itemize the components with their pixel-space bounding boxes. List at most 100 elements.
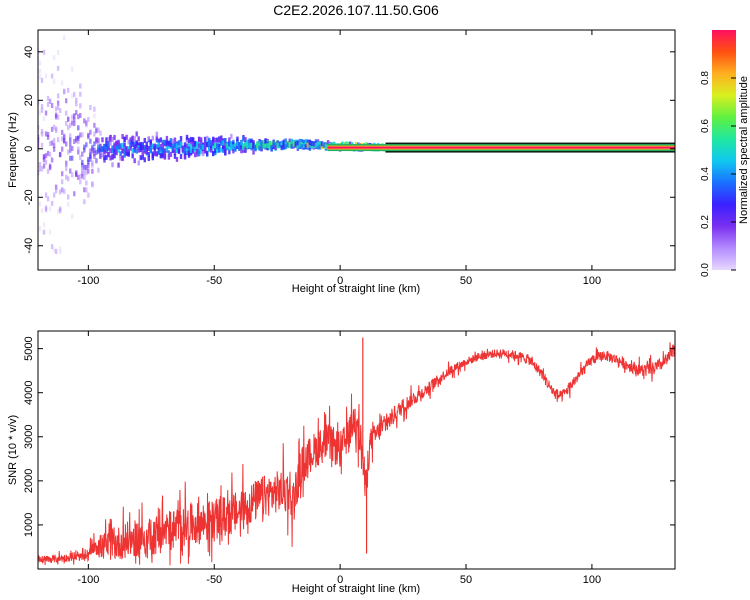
spectrogram-cell — [50, 73, 54, 79]
spectrogram-cell — [54, 126, 58, 132]
spectrogram-cell — [208, 143, 211, 149]
spectrogram-cell — [216, 137, 219, 143]
spectrogram-cell — [62, 134, 66, 140]
spectrogram-cell — [131, 147, 134, 153]
spectrogram-cell — [38, 48, 40, 54]
spectrogram-cell — [44, 207, 48, 213]
spectrogram-cell — [159, 137, 163, 143]
spectrogram-cell — [44, 159, 48, 165]
spectrogram-cell — [56, 114, 60, 120]
spectrogram-cell — [288, 138, 291, 144]
spectrogram-cell — [230, 133, 233, 139]
spectrogram-cell — [73, 117, 76, 123]
spectrogram-cell — [159, 153, 163, 159]
spectrogram-cell — [79, 173, 82, 179]
spectrogram-cell — [276, 142, 279, 148]
spectrogram-cell — [97, 127, 100, 133]
spectrogram-cell — [87, 134, 90, 140]
spectrogram-cell — [58, 108, 62, 114]
spectrogram-cell — [248, 143, 251, 149]
spectrogram-cell — [238, 142, 241, 148]
spectrogram-cell — [147, 145, 150, 151]
spectrogram-cell — [137, 147, 140, 153]
spectrogram-cell — [101, 146, 104, 152]
spectrogram-cell — [179, 136, 183, 142]
spectrogram-cell — [71, 114, 74, 120]
spectrogram-cell — [187, 151, 191, 157]
spectrogram-cell — [320, 141, 324, 147]
spectrogram-cell — [62, 188, 66, 194]
spectrogram-cell — [185, 137, 189, 143]
spectrogram-cell — [199, 146, 203, 152]
spectrogram-cell — [83, 118, 86, 124]
spectrogram-cell — [228, 149, 231, 155]
spectrogram-cell — [56, 100, 60, 106]
spectrogram-cell — [103, 149, 106, 155]
spectrogram-cell — [151, 143, 155, 149]
spectrogram-cell — [135, 148, 138, 154]
spectrogram-cell — [177, 140, 181, 146]
spectrogram-cell — [67, 149, 70, 155]
spectrogram-cell — [228, 141, 231, 147]
spectrogram-cell — [131, 135, 134, 141]
colorbar-tick-label: 0.8 — [700, 71, 711, 85]
spectrogram-cell — [195, 151, 199, 157]
spectrogram-cell — [191, 148, 195, 154]
spectrogram-cell — [117, 144, 120, 150]
spectrogram-cell — [262, 139, 265, 145]
spectrogram-cell — [141, 154, 144, 160]
spectrogram-cell — [95, 158, 98, 164]
spectrogram-cell — [284, 144, 287, 150]
spectrogram-cell — [97, 167, 100, 173]
spectrogram-cell — [141, 145, 144, 151]
spectrogram-cell — [214, 143, 217, 149]
spectrogram-cell — [314, 142, 318, 148]
spectrogram-cell — [197, 148, 201, 154]
spectrogram-cell — [67, 116, 70, 122]
spectrogram-cell — [77, 174, 80, 180]
spectrogram-cell — [290, 139, 293, 145]
spectrogram-cell — [250, 145, 253, 151]
spectrogram-cell — [203, 136, 207, 142]
spectrogram-cell — [93, 122, 96, 128]
spectrogram-cell — [48, 98, 52, 104]
spectrogram-cell — [75, 170, 78, 176]
spectrogram-cell — [50, 200, 54, 206]
spectrogram-cell — [133, 144, 136, 150]
spectrogram-cell — [203, 147, 207, 153]
spectrogram-cell — [189, 148, 193, 154]
spectrogram-cell — [81, 151, 84, 157]
spectrogram-cell — [81, 170, 84, 176]
spectrogram-frame — [37, 29, 676, 271]
spectrogram-cell — [258, 145, 261, 151]
spectrogram-cell — [73, 191, 76, 197]
spectrogram-cell — [133, 136, 136, 142]
spectrogram-cell — [193, 140, 197, 146]
spectrogram-cell — [69, 155, 72, 161]
spectrogram-cell — [48, 163, 52, 169]
snr-panel: -100 -50 0 50 100 1000 2000 3000 4000 5000 Height… — [7, 330, 676, 595]
spectrogram-cell — [220, 137, 223, 143]
x-tick-label: -100 — [77, 574, 99, 586]
spectrogram-cell — [71, 145, 74, 151]
spectrogram-cell — [113, 134, 116, 140]
spectrogram-cell — [101, 152, 104, 158]
spectrogram-cell — [85, 142, 88, 148]
spectrogram-cell — [75, 110, 78, 116]
spectrogram-cell — [105, 141, 108, 147]
spectrogram-cell — [197, 151, 201, 157]
spectrogram-cell — [191, 141, 195, 147]
spectrogram-cell — [121, 134, 124, 140]
spectrogram-cell — [169, 139, 173, 145]
spectrogram-cell — [224, 150, 227, 156]
spectrogram-cell — [64, 98, 68, 104]
spectrogram-cell — [266, 143, 269, 149]
spectrogram-cell — [268, 144, 271, 150]
spectrogram-cell — [205, 135, 209, 141]
spectrogram-cell — [91, 182, 94, 188]
spectrogram-cell — [111, 153, 114, 159]
spectrogram-cell — [133, 141, 136, 147]
x-tick-label: -50 — [206, 574, 222, 586]
spectrogram-cell — [175, 156, 179, 162]
spectrogram-cell — [316, 141, 320, 147]
